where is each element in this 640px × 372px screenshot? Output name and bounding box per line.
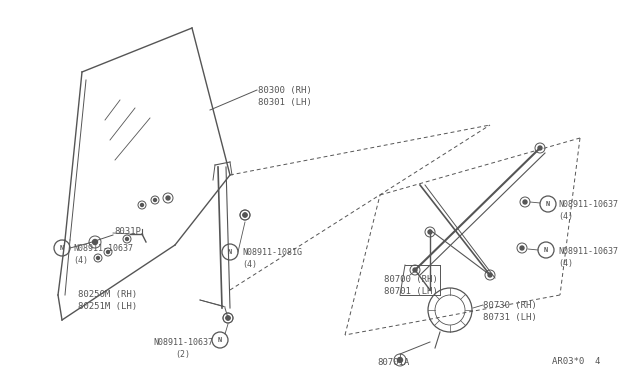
Text: N08911-10637
(2): N08911-10637 (2) — [153, 338, 213, 359]
Text: 80700 (RH)
80701 (LH): 80700 (RH) 80701 (LH) — [384, 275, 438, 296]
Circle shape — [413, 268, 417, 272]
Circle shape — [243, 213, 247, 217]
Circle shape — [243, 213, 247, 217]
Text: N08911-1081G
(4): N08911-1081G (4) — [242, 248, 302, 269]
Text: 80701A: 80701A — [377, 358, 409, 367]
Circle shape — [397, 357, 403, 362]
Text: N: N — [218, 337, 222, 343]
Circle shape — [226, 316, 230, 320]
Text: N: N — [60, 245, 64, 251]
Circle shape — [166, 196, 170, 200]
Text: 80300 (RH)
80301 (LH): 80300 (RH) 80301 (LH) — [258, 86, 312, 107]
Text: 80730 (RH)
80731 (LH): 80730 (RH) 80731 (LH) — [483, 301, 537, 322]
Text: 80250M (RH)
80251M (LH): 80250M (RH) 80251M (LH) — [78, 290, 137, 311]
Circle shape — [93, 240, 97, 244]
Circle shape — [520, 246, 524, 250]
Text: N: N — [544, 247, 548, 253]
Circle shape — [154, 199, 157, 202]
Text: N08911-10637
(4): N08911-10637 (4) — [558, 200, 618, 221]
Text: N: N — [228, 249, 232, 255]
Circle shape — [538, 146, 542, 150]
Circle shape — [226, 316, 230, 320]
Circle shape — [523, 200, 527, 204]
Circle shape — [125, 237, 129, 241]
Text: 8031P: 8031P — [114, 227, 141, 236]
Circle shape — [488, 273, 492, 277]
Circle shape — [428, 230, 432, 234]
Text: N: N — [546, 201, 550, 207]
Circle shape — [97, 257, 99, 260]
Circle shape — [106, 250, 109, 253]
Text: AR03*0  4: AR03*0 4 — [552, 357, 600, 366]
Text: N08911-10637
(4): N08911-10637 (4) — [73, 244, 133, 265]
Text: N08911-10637
(4): N08911-10637 (4) — [558, 247, 618, 268]
Circle shape — [141, 203, 143, 206]
